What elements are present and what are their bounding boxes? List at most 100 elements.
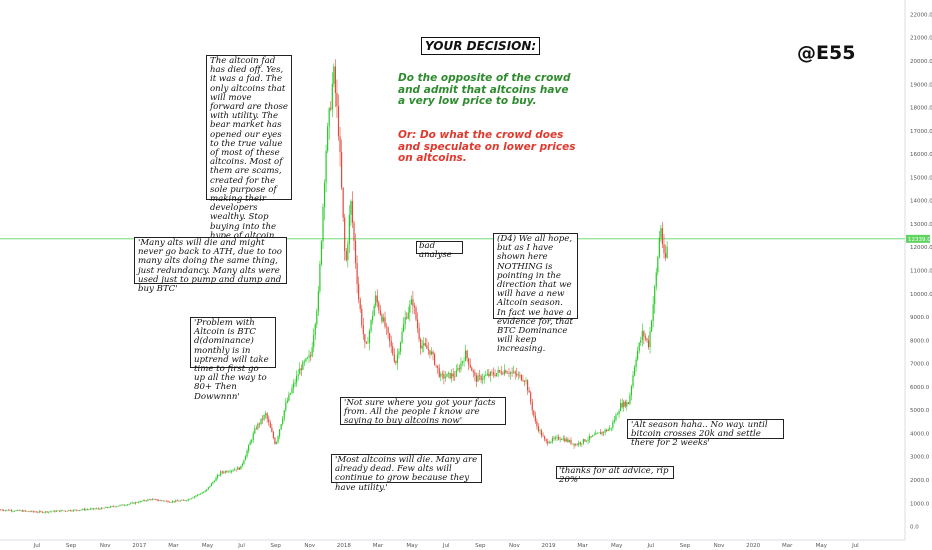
candle-up (652, 304, 654, 321)
candle-down (516, 373, 518, 376)
candle-down (523, 381, 526, 382)
candle-down (558, 436, 560, 440)
candle-down (570, 440, 572, 444)
candle-up (657, 257, 659, 273)
candle-up (375, 295, 377, 306)
candle-down (544, 436, 546, 440)
x-tick-label: May (816, 543, 828, 549)
candle-up (230, 470, 233, 472)
candle-down (395, 361, 397, 364)
candle-up (496, 373, 498, 376)
candle-down (32, 510, 34, 512)
candle-down (122, 504, 124, 506)
candle-down (454, 376, 456, 377)
candle-up (244, 456, 247, 461)
candle-down (627, 402, 629, 404)
candle-up (103, 507, 106, 509)
candle-down (424, 343, 426, 346)
candle-up (451, 373, 453, 379)
candle-up (131, 502, 133, 504)
candle-down (176, 500, 178, 502)
candle-up (94, 508, 96, 510)
candle-up (398, 351, 400, 355)
candle-up (57, 510, 59, 512)
candle-up (654, 286, 656, 305)
candle-up (110, 506, 112, 508)
candle-up (252, 433, 254, 441)
candle-up (513, 371, 515, 373)
candle-up (48, 511, 50, 513)
candle-up (85, 509, 87, 511)
candle-up (571, 443, 574, 445)
candle-up (565, 439, 567, 442)
candle-up (651, 320, 653, 332)
candle-down (153, 499, 155, 500)
candle-down (533, 410, 535, 416)
candle-up (409, 304, 411, 313)
x-tick-label: May (611, 543, 623, 549)
candle-up (249, 442, 251, 446)
candle-up (320, 241, 323, 265)
candle-up (52, 510, 54, 512)
candle-down (561, 439, 563, 440)
candle-down (545, 439, 547, 442)
x-tick-label: 2019 (542, 543, 556, 549)
candle-down (334, 66, 336, 93)
candle-up (172, 501, 174, 503)
candle-up (6, 509, 8, 511)
candle-up (629, 395, 631, 404)
candle-down (567, 439, 569, 442)
candle-up (4, 510, 6, 511)
y-tick-label: 2000.0 (910, 478, 930, 484)
x-tick-label: Jul (237, 543, 245, 549)
candle-down (165, 500, 168, 502)
candle-down (62, 510, 64, 512)
candle-down (83, 509, 85, 511)
y-tick-label: 15000.0 (910, 175, 932, 181)
candle-down (564, 438, 566, 442)
candle-up (38, 511, 40, 513)
candle-down (184, 500, 186, 501)
candle-down (643, 331, 645, 337)
y-tick-label: 1000.0 (910, 501, 930, 507)
candle-down (531, 402, 533, 411)
candle-up (610, 427, 612, 429)
candle-down (647, 340, 650, 348)
candle-down (441, 373, 443, 375)
candle-up (260, 418, 262, 425)
candle-down (378, 302, 380, 311)
candle-down (113, 506, 115, 507)
candle-up (164, 500, 166, 502)
candle-up (598, 432, 600, 434)
candle-up (210, 483, 212, 487)
candle-down (537, 426, 540, 432)
candle-down (54, 510, 56, 512)
candle-up (582, 439, 584, 444)
candle-up (189, 499, 191, 500)
candle-down (492, 372, 495, 375)
y-tick-label: 14000.0 (910, 199, 932, 205)
candle-down (342, 187, 344, 218)
candle-up (213, 481, 216, 483)
candle-down (77, 510, 79, 511)
x-tick-label: Sep (271, 543, 282, 549)
candle-down (310, 355, 312, 357)
candle-up (265, 413, 267, 416)
candle-up (141, 501, 143, 502)
candle-down (359, 299, 361, 309)
candle-down (0, 509, 2, 511)
candle-down (519, 374, 521, 376)
candle-up (444, 376, 447, 379)
candle-up (483, 375, 485, 379)
candle-down (472, 371, 474, 373)
candle-up (108, 507, 110, 509)
x-tick-label: Jul (442, 543, 450, 549)
candle-up (575, 444, 577, 446)
candle-up (589, 436, 591, 440)
candle-down (508, 373, 510, 374)
candle-up (660, 228, 662, 238)
candle-up (13, 510, 16, 512)
candle-down (93, 508, 95, 510)
candle-down (266, 413, 268, 419)
x-tick-label: Mar (782, 543, 793, 549)
